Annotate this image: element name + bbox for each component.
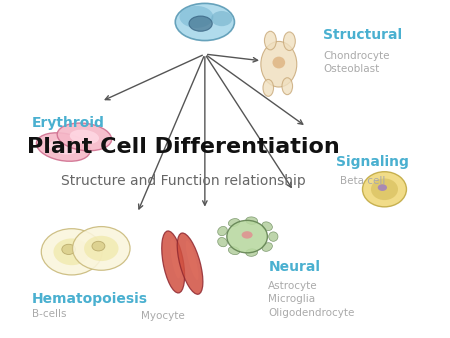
Text: Neural: Neural [268, 260, 320, 274]
Ellipse shape [261, 41, 297, 87]
Text: Astrocyte: Astrocyte [268, 281, 318, 291]
Circle shape [363, 172, 406, 207]
Ellipse shape [242, 231, 252, 239]
Text: Structural: Structural [323, 28, 402, 43]
Ellipse shape [246, 217, 257, 224]
Ellipse shape [263, 79, 274, 96]
Ellipse shape [229, 247, 240, 255]
Ellipse shape [282, 78, 292, 95]
Ellipse shape [62, 244, 76, 255]
Ellipse shape [36, 133, 90, 161]
Ellipse shape [70, 129, 99, 144]
Ellipse shape [229, 219, 240, 226]
Text: Hematopoiesis: Hematopoiesis [32, 292, 148, 306]
Ellipse shape [72, 226, 130, 270]
Circle shape [227, 220, 267, 253]
Text: Plant Cell Differentiation: Plant Cell Differentiation [27, 137, 340, 157]
Ellipse shape [186, 240, 198, 280]
Ellipse shape [189, 16, 212, 31]
Ellipse shape [57, 123, 112, 151]
Ellipse shape [49, 140, 78, 154]
Ellipse shape [180, 6, 213, 28]
Ellipse shape [84, 236, 118, 261]
Ellipse shape [262, 222, 272, 231]
Ellipse shape [92, 241, 105, 251]
Ellipse shape [162, 231, 184, 293]
Ellipse shape [269, 232, 278, 241]
Text: Osteoblast: Osteoblast [323, 64, 379, 74]
Text: Chondrocyte: Chondrocyte [323, 51, 390, 61]
Ellipse shape [378, 184, 387, 191]
Ellipse shape [175, 3, 234, 41]
Ellipse shape [218, 238, 227, 247]
Text: Myocyte: Myocyte [141, 311, 185, 321]
Ellipse shape [265, 31, 276, 50]
Ellipse shape [262, 243, 272, 251]
Ellipse shape [211, 11, 232, 26]
Text: Erythroid: Erythroid [32, 116, 104, 130]
Circle shape [371, 178, 398, 200]
Ellipse shape [284, 32, 295, 51]
Ellipse shape [177, 233, 203, 294]
Ellipse shape [170, 239, 180, 279]
Ellipse shape [218, 226, 227, 236]
Text: Oligodendrocyte: Oligodendrocyte [268, 308, 355, 318]
Text: Beta cell: Beta cell [340, 176, 386, 186]
Text: Signaling: Signaling [336, 155, 409, 169]
Ellipse shape [54, 238, 90, 265]
Text: Microglia: Microglia [268, 294, 315, 304]
Ellipse shape [246, 249, 257, 256]
Ellipse shape [273, 56, 285, 68]
Ellipse shape [41, 229, 102, 275]
Text: B-cells: B-cells [32, 309, 66, 319]
Text: Structure and Function relationship: Structure and Function relationship [61, 174, 306, 188]
